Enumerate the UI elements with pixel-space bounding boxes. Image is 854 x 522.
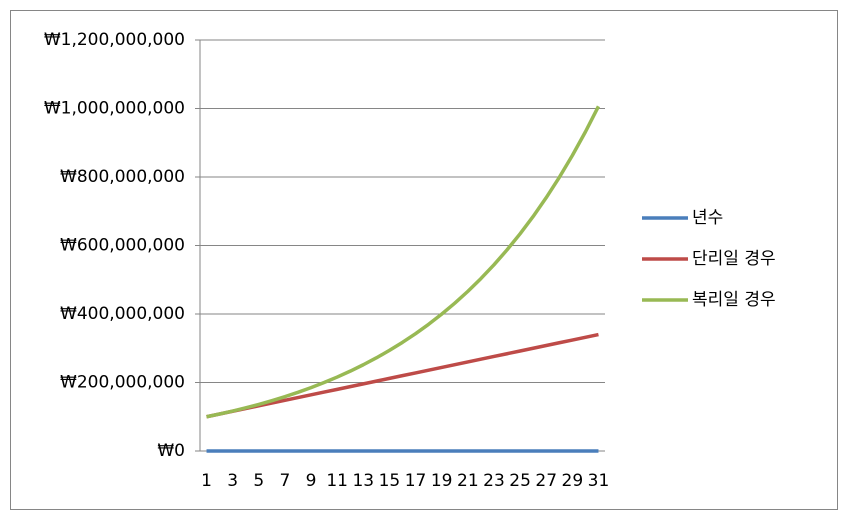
legend-label: 단리일 경우 [692,249,776,269]
y-tick-label: ₩400,000,000 [60,304,185,324]
x-tick-label: 13 [352,471,374,491]
x-tick-label: 25 [509,471,531,491]
x-tick-label: 23 [483,471,505,491]
y-tick-label: ₩800,000,000 [60,167,185,187]
x-tick-label: 1 [201,471,212,491]
legend-label: 복리일 경우 [692,290,776,310]
chart-border [10,10,838,510]
x-tick-label: 29 [562,471,584,491]
series-line [206,105,601,419]
x-tick-label: 7 [280,471,291,491]
x-tick-label: 19 [431,471,453,491]
y-tick-label: ₩0 [157,441,185,461]
x-tick-label: 11 [326,471,348,491]
y-tick-label: ₩1,200,000,000 [44,30,185,50]
y-tick-label: ₩1,000,000,000 [44,99,185,119]
y-tick-label: ₩600,000,000 [60,236,185,256]
x-tick-label: 5 [253,471,264,491]
x-tick-label: 27 [535,471,557,491]
x-tick-label: 31 [588,471,610,491]
x-tick-label: 9 [306,471,317,491]
x-tick-label: 17 [405,471,427,491]
series-line [206,332,599,419]
x-tick-label: 15 [379,471,401,491]
x-tick-label: 3 [227,471,238,491]
legend-label: 년수 [692,208,723,228]
x-tick-label: 21 [457,471,479,491]
y-tick-label: ₩200,000,000 [60,373,185,393]
